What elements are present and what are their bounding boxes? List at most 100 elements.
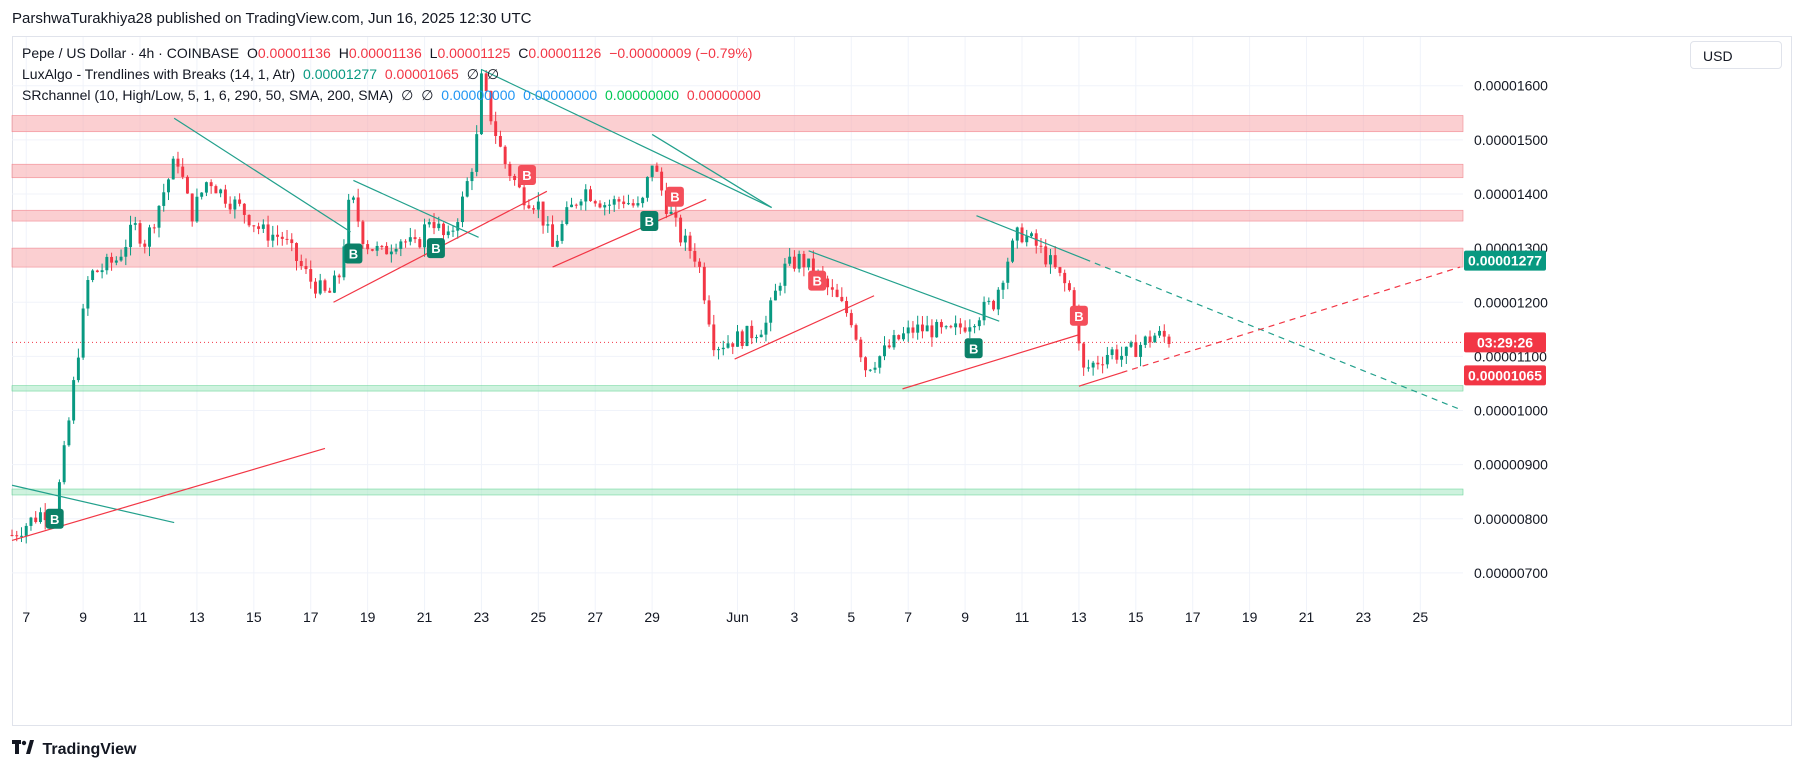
trendline-up_dashed — [1121, 266, 1461, 374]
candle-body — [589, 189, 592, 202]
close-label: C — [518, 45, 529, 61]
tradingview-logo[interactable]: TradingView — [12, 740, 136, 759]
time-tick-label: 19 — [360, 609, 376, 625]
candle-body — [299, 260, 303, 267]
signal-marker-label: B — [670, 190, 679, 205]
candle-body — [584, 189, 588, 202]
candle-body — [835, 289, 839, 297]
signal-marker-buy: B — [426, 238, 445, 259]
candle-body — [100, 270, 104, 273]
price-axis: 0.00000700 0.00000800 0.00000900 0.00001000… — [1474, 78, 1548, 581]
luxalgo-empty-value: ∅ — [466, 66, 479, 82]
candle-body — [242, 203, 246, 215]
candle-body — [276, 234, 280, 237]
currency-button[interactable]: USD — [1690, 41, 1782, 69]
candle-body — [1044, 246, 1048, 265]
candle-body — [1086, 367, 1090, 369]
candle-body — [356, 197, 360, 222]
candle-body — [726, 343, 730, 348]
time-tick-label: 17 — [1185, 609, 1201, 625]
candle-body — [133, 223, 137, 225]
candle-body — [598, 203, 602, 208]
price-tick-label: 0.00001600 — [1474, 78, 1548, 94]
candle-body — [67, 420, 71, 446]
candle-body — [532, 208, 536, 210]
candle-body — [878, 356, 882, 368]
candle-body — [157, 205, 161, 228]
candle-body — [987, 300, 991, 302]
candle-body — [683, 235, 687, 243]
signal-marker-label: B — [645, 214, 654, 229]
candle-body — [968, 327, 972, 332]
candle-body — [645, 176, 649, 198]
candle-body — [925, 325, 929, 332]
candle-body — [470, 171, 474, 182]
candle-body — [754, 337, 758, 339]
candle-body — [555, 240, 559, 247]
time-tick-label: 11 — [1015, 609, 1030, 625]
candle-body — [43, 512, 47, 521]
candle-body — [579, 201, 583, 206]
candle-body — [375, 245, 379, 251]
candle-body — [271, 234, 275, 241]
candle-body — [527, 205, 531, 209]
candle-body — [807, 258, 811, 268]
trendline-down — [481, 68, 772, 209]
candle-body — [1120, 355, 1124, 360]
signal-marker-box — [665, 186, 684, 207]
candle-body — [631, 203, 635, 206]
candle-body — [389, 251, 393, 255]
grid-lines — [12, 37, 1463, 620]
price-tick-label: 0.00000800 — [1474, 511, 1548, 527]
candle-body — [1053, 255, 1057, 268]
candle-body — [608, 204, 611, 206]
candle-body — [954, 323, 958, 328]
indicator-name-luxalgo[interactable]: LuxAlgo - Trendlines with Breaks (14, 1,… — [22, 66, 296, 82]
candle-body — [223, 189, 227, 204]
candle-body — [1006, 261, 1010, 283]
legend-indicator-luxalgo: LuxAlgo - Trendlines with Breaks (14, 1,… — [22, 66, 503, 83]
candle-body — [1030, 233, 1033, 237]
candle-body — [290, 239, 294, 244]
candle-body — [138, 223, 142, 244]
candle-body — [536, 201, 540, 210]
candle-body — [110, 256, 114, 263]
price-tick-label: 0.00001100 — [1474, 348, 1547, 364]
candle-body — [731, 343, 735, 347]
time-tick-label: 5 — [847, 609, 855, 625]
candle-body — [655, 165, 659, 172]
price-label-box — [1464, 332, 1546, 353]
candle-body — [574, 204, 578, 206]
price-label-box — [1464, 250, 1546, 271]
candle-body — [475, 134, 479, 172]
chart-frame — [12, 36, 1792, 726]
candle-body — [1110, 349, 1114, 355]
candle-body — [304, 266, 308, 270]
candle-body — [219, 189, 223, 194]
candle-body — [840, 296, 844, 302]
candle-body — [864, 357, 867, 371]
candle-body — [736, 331, 739, 347]
candle-body — [1153, 335, 1157, 343]
symbol-title[interactable]: Pepe / US Dollar · 4h · COINBASE — [22, 45, 240, 61]
candle-body — [347, 199, 351, 247]
candle-body — [1124, 346, 1128, 356]
open-label: O — [246, 45, 258, 61]
price-tick-label: 0.00001000 — [1474, 403, 1548, 419]
trendline-up — [902, 334, 1080, 390]
candle-body — [214, 186, 218, 194]
candle-body — [916, 324, 920, 333]
time-tick-label: 15 — [1128, 609, 1144, 625]
candle-body — [423, 224, 427, 248]
candle-body — [792, 256, 796, 269]
price-labels: 0.00001277 03:29:26 0.00001065 — [1464, 250, 1546, 386]
resistance-zone — [11, 209, 1464, 222]
signal-marker-label: B — [812, 274, 821, 289]
candle-body — [280, 236, 284, 239]
candle-body — [551, 224, 555, 247]
publish-info: ParshwaTurakhiya28 published on TradingV… — [12, 10, 532, 27]
indicator-name-srchannel[interactable]: SRchannel (10, High/Low, 5, 1, 6, 290, 5… — [22, 87, 394, 103]
candle-body — [399, 241, 403, 249]
candle-body — [920, 324, 924, 332]
